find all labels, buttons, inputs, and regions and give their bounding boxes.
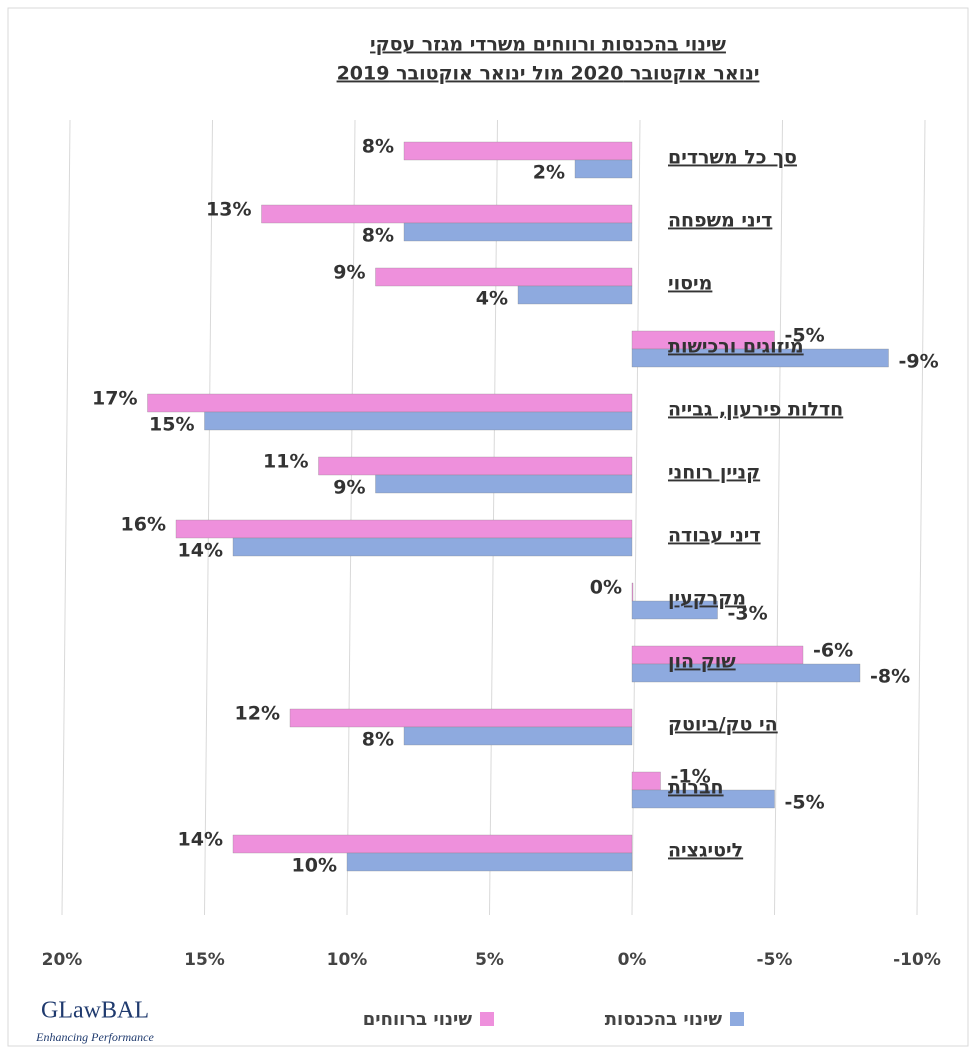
chart-title: שינוי בהכנסות ורווחים משרדי מגזר עסקי	[370, 34, 726, 56]
value-label: 9%	[333, 477, 365, 499]
value-label: -6%	[813, 640, 853, 662]
category-label: מיסוי	[668, 273, 712, 295]
value-label: 10%	[292, 855, 337, 877]
logo-tagline: Enhancing Performance	[35, 1030, 154, 1044]
category-label: מיזוגים ורכישות	[668, 336, 804, 358]
bar	[403, 222, 633, 242]
bar	[375, 474, 633, 494]
bar	[631, 771, 661, 791]
bar	[232, 834, 633, 854]
value-label: 8%	[362, 136, 394, 158]
bar	[289, 708, 633, 728]
bar	[403, 141, 633, 161]
logo: GLawBAL	[41, 998, 149, 1024]
x-tick-label: -10%	[893, 950, 941, 970]
bar	[574, 159, 633, 179]
bar	[261, 204, 633, 224]
bar	[346, 852, 633, 872]
bar	[631, 582, 634, 602]
bar	[175, 519, 633, 539]
legend-label: שינוי ברווחים	[363, 1009, 473, 1030]
chart-subtitle: ינואר אוקטובר 2020 מול ינואר אוקטובר 201…	[337, 63, 760, 85]
category-label: חדלות פירעון, גבייה	[668, 399, 843, 421]
value-label: 17%	[92, 388, 137, 410]
category-label: דיני עבודה	[668, 525, 761, 547]
bar	[631, 348, 889, 368]
value-label: 2%	[533, 162, 565, 184]
category-label: דיני משפחה	[668, 210, 772, 232]
grid-line	[489, 119, 498, 916]
value-label: 4%	[476, 288, 508, 310]
x-tick-label: 20%	[42, 950, 83, 970]
value-label: -3%	[728, 603, 768, 625]
x-tick-label: 10%	[327, 950, 368, 970]
bar	[147, 393, 633, 413]
bar	[517, 285, 633, 305]
bar	[318, 456, 633, 476]
grid-line	[346, 119, 356, 916]
value-label: -5%	[785, 325, 825, 347]
category-label: שוק הון	[668, 651, 736, 673]
bar	[403, 726, 633, 746]
value-label: 15%	[149, 414, 194, 436]
value-label: -5%	[785, 792, 825, 814]
value-label: 8%	[362, 729, 394, 751]
value-label: 13%	[206, 199, 251, 221]
x-tick-label: 5%	[475, 950, 504, 970]
grid-line	[61, 119, 71, 916]
value-label: 16%	[121, 514, 166, 536]
x-tick-label: -5%	[757, 950, 793, 970]
legend-swatch	[730, 1012, 744, 1026]
x-tick-label: 0%	[618, 950, 647, 970]
category-label: קניין רוחני	[668, 462, 760, 484]
value-label: -9%	[899, 351, 939, 373]
value-label: 9%	[333, 262, 365, 284]
bar	[631, 789, 775, 809]
grid-line	[916, 119, 926, 916]
value-label: 12%	[235, 703, 280, 725]
value-label: 8%	[362, 225, 394, 247]
legend-swatch	[480, 1012, 494, 1026]
value-label: -1%	[671, 766, 711, 788]
bar	[631, 600, 718, 620]
value-label: 0%	[590, 577, 622, 599]
bar	[232, 537, 633, 557]
category-label: הי טק/ביוטק	[668, 714, 778, 736]
x-tick-label: 15%	[184, 950, 225, 970]
legend-label: שינוי בהכנסות	[605, 1009, 723, 1030]
grid-line	[204, 119, 213, 916]
value-label: 11%	[263, 451, 308, 473]
bar	[204, 411, 633, 431]
category-label: חברות	[668, 777, 724, 799]
value-label: -8%	[870, 666, 910, 688]
bar	[375, 267, 633, 287]
value-label: 14%	[178, 829, 223, 851]
category-label: מקרקעין	[668, 588, 746, 610]
category-label: סך כל משרדים	[668, 147, 797, 169]
value-label: 14%	[178, 540, 223, 562]
category-label: ליטיגציה	[668, 840, 743, 862]
grid-line	[774, 119, 783, 916]
bar	[631, 663, 861, 683]
